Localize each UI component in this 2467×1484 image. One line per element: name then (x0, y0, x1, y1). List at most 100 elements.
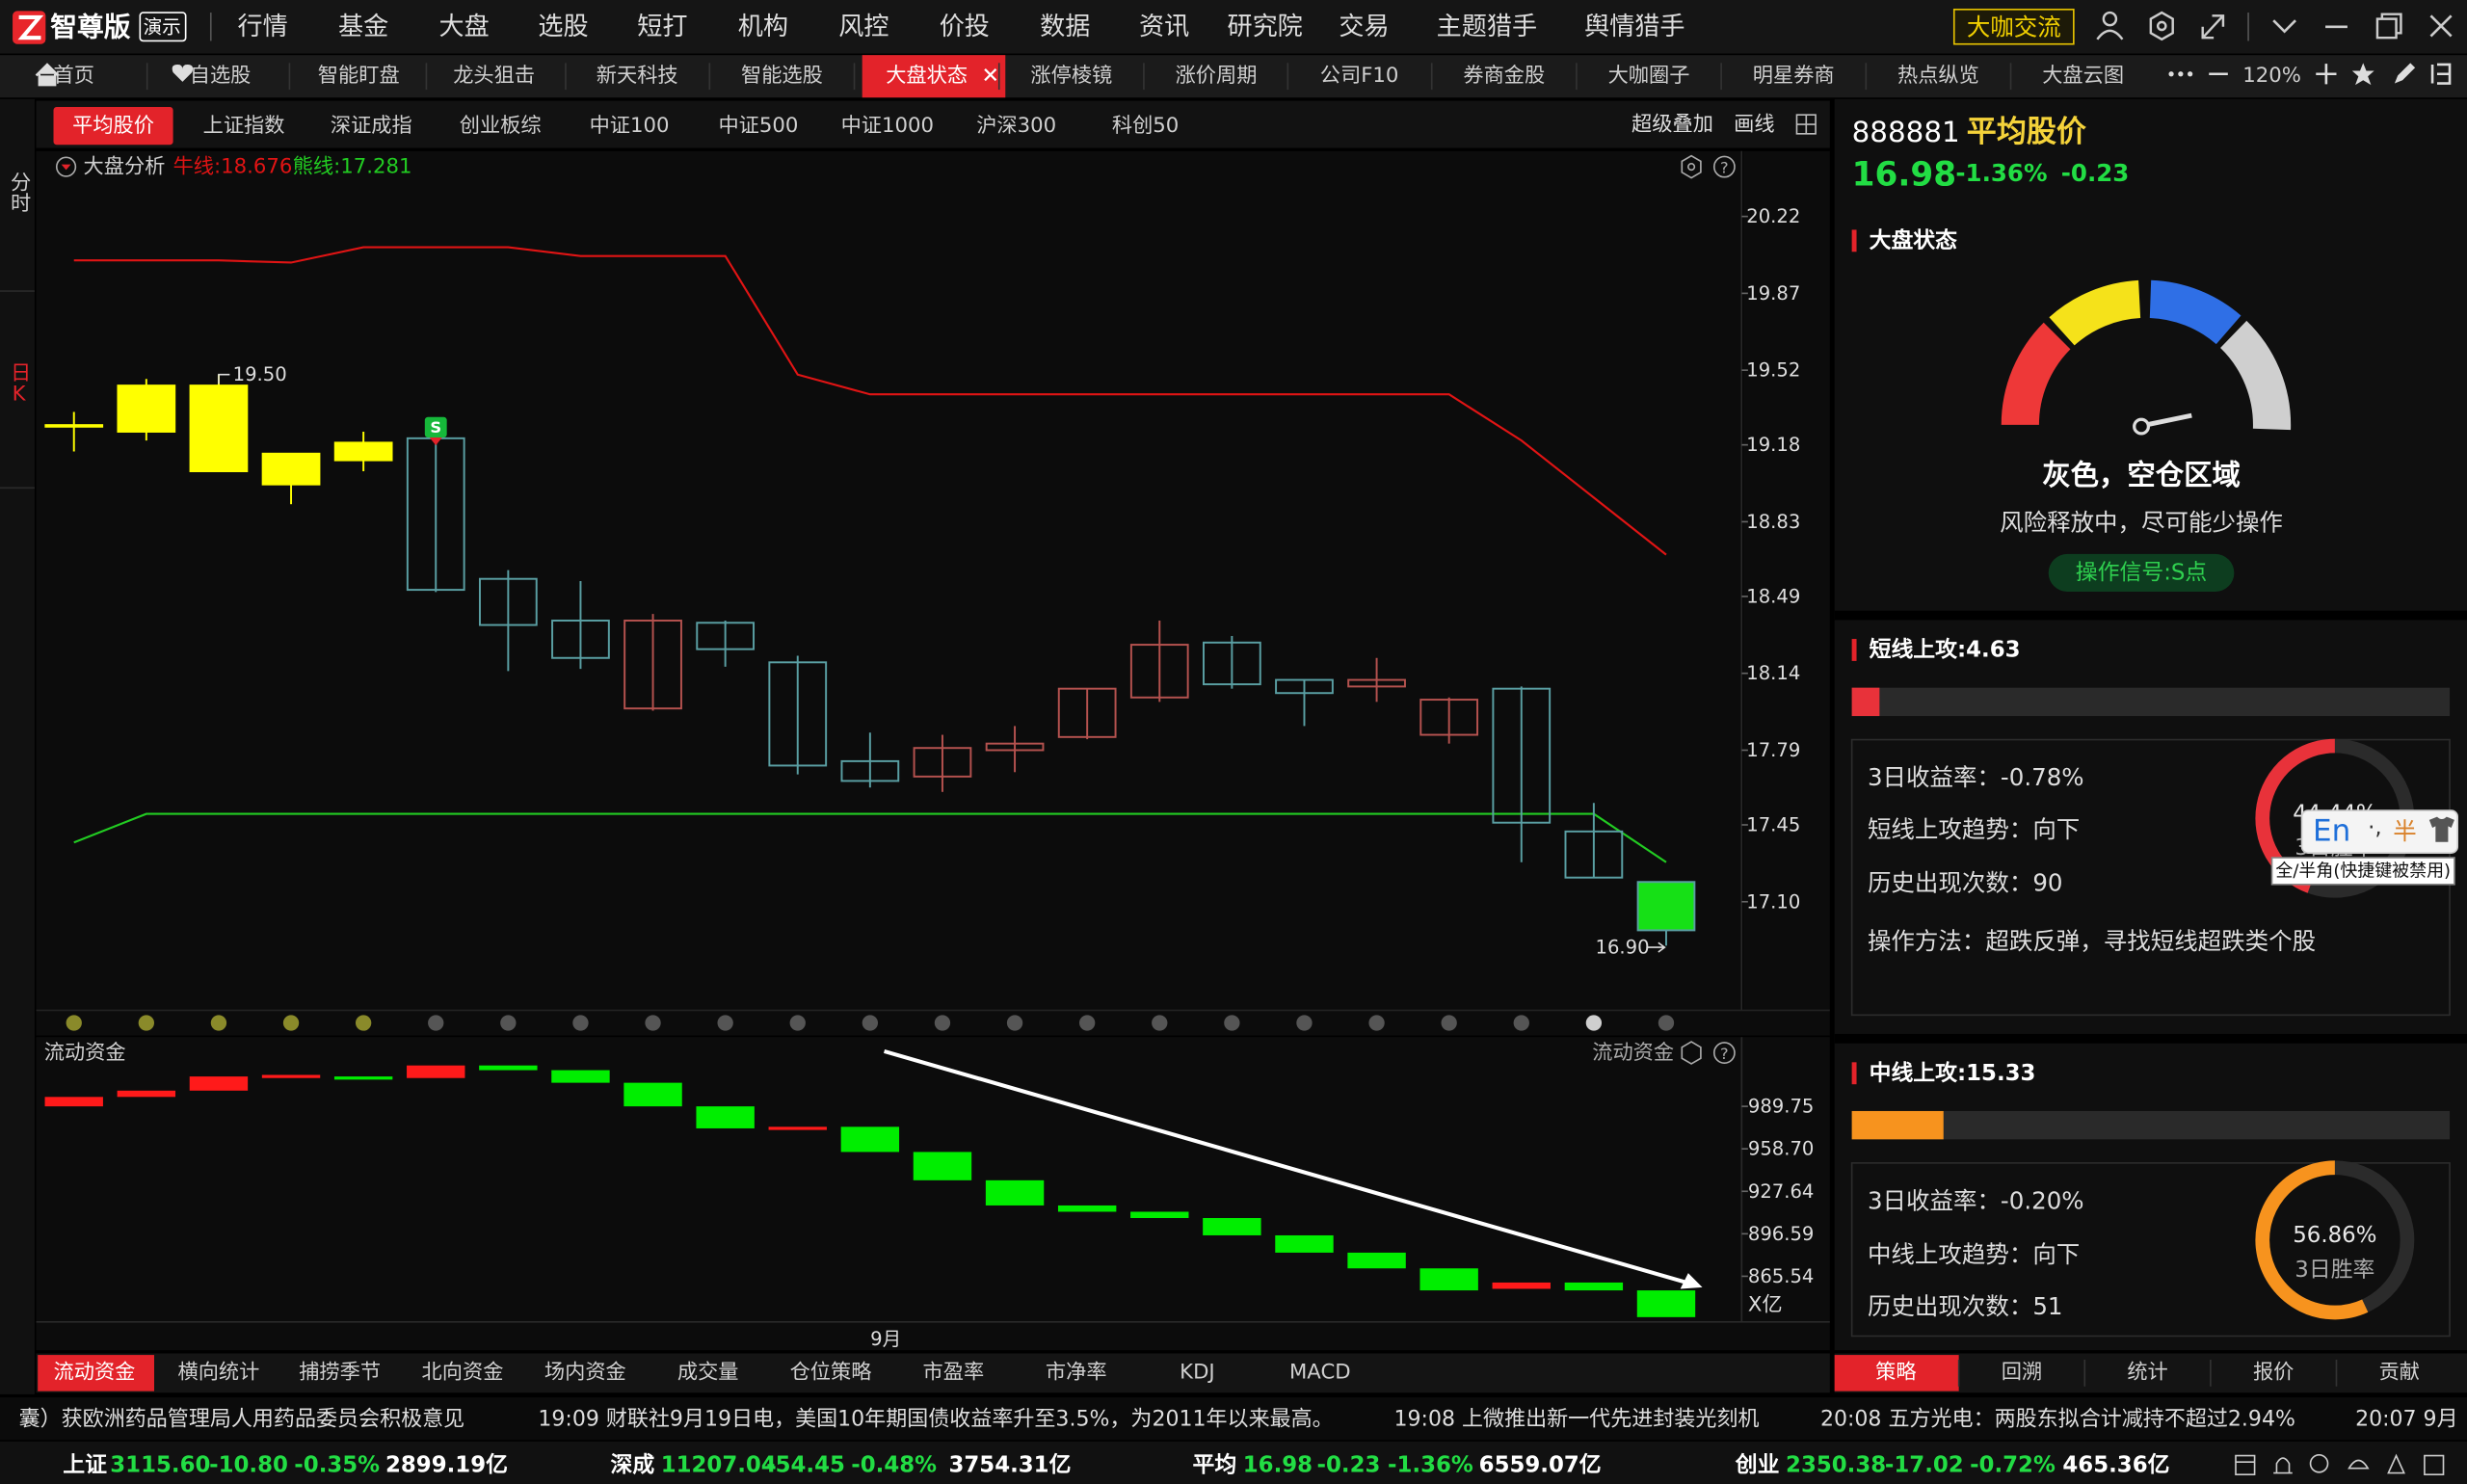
tab[interactable]: 捕捞季节 (299, 1361, 381, 1385)
index-tab[interactable]: 沪深300 (976, 114, 1056, 138)
tab[interactable]: 市净率 (1046, 1361, 1107, 1385)
tab[interactable]: 仓位策略 (790, 1361, 872, 1385)
signal-row (36, 1010, 1830, 1036)
menu-item[interactable]: 数据 (1040, 13, 1090, 41)
menu-item[interactable]: 风控 (838, 13, 889, 41)
candle-body (1564, 830, 1624, 879)
tab[interactable]: 涨价周期 (1176, 64, 1258, 88)
more-icon (2168, 71, 2174, 77)
menu-item[interactable]: 短打 (637, 13, 687, 41)
tab[interactable]: 统计 (2127, 1361, 2167, 1385)
info-line: 3日收益率：-0.20% (1868, 1187, 2084, 1215)
menu-item[interactable]: 资讯 (1139, 13, 1189, 41)
menu-item[interactable]: 基金 (338, 13, 388, 41)
signal-dot (1368, 1015, 1385, 1031)
index-tab[interactable]: 中证500 (718, 114, 798, 138)
candle-body (117, 384, 176, 433)
news-bar (0, 1397, 2467, 1441)
active-tab[interactable] (1834, 1355, 1959, 1391)
gauge-segment (2049, 279, 2141, 346)
tab[interactable]: 智能选股 (741, 64, 823, 88)
tab[interactable]: KDJ (1180, 1361, 1215, 1385)
tab[interactable]: 龙头狙击 (453, 64, 535, 88)
tab[interactable]: 新天科技 (597, 64, 678, 88)
menu-item[interactable]: 研究院 (1227, 13, 1302, 41)
index-tab[interactable]: 深证成指 (331, 114, 412, 138)
y-tick-label: 19.87 (1746, 282, 1800, 305)
index-tab[interactable]: 上证指数 (203, 114, 285, 138)
news-item[interactable]: 19:08 上微推出新一代先进封装光刻机 (1394, 1408, 1760, 1432)
button-box[interactable] (1952, 8, 2075, 45)
tab[interactable]: 策略 (1875, 1361, 1916, 1385)
tab[interactable]: 大盘云图 (2042, 64, 2124, 88)
tab[interactable]: MACD (1289, 1361, 1351, 1385)
status-item: 上证 (63, 1452, 107, 1477)
active-index-tab[interactable] (53, 107, 173, 146)
news-item[interactable]: 19:09 财联社9月19日电，美国10年期国债收益率升至3.5%，为2011年… (538, 1408, 1333, 1432)
tab[interactable]: 热点纵览 (1897, 64, 1979, 88)
tab[interactable]: 北向资金 (422, 1361, 504, 1385)
annotation: 19.50 (233, 363, 287, 385)
sidebar-item[interactable]: 分时 (7, 172, 31, 213)
tab[interactable]: 自选股 (190, 64, 252, 88)
star-icon (2351, 63, 2374, 86)
status-item: -0.72% (1970, 1452, 2056, 1477)
index-tab[interactable]: 中证100 (590, 114, 670, 138)
tab[interactable]: 智能盯盘 (318, 64, 400, 88)
tab[interactable]: 报价 (2253, 1361, 2294, 1385)
tool[interactable]: 超级叠加 (1631, 113, 1713, 137)
tab[interactable]: 大咖圈子 (1608, 64, 1690, 88)
tab[interactable]: 首页 (54, 64, 94, 88)
bottom-tab-bar (36, 1353, 1830, 1393)
y-tick-label: 17.10 (1746, 890, 1800, 913)
index-tab[interactable]: 科创50 (1112, 114, 1179, 138)
tab[interactable]: 贡献 (2379, 1361, 2420, 1385)
tab[interactable]: 公司F10 (1320, 64, 1399, 88)
help-icon: ? (1720, 158, 1729, 176)
section-marker (1851, 639, 1857, 661)
menu-item[interactable]: 行情 (238, 13, 288, 41)
tab[interactable]: 场内资金 (544, 1361, 626, 1385)
flow-bar (1419, 1268, 1478, 1291)
menu-item[interactable]: 选股 (538, 13, 588, 41)
news-item[interactable]: 20:07 9月 (2355, 1408, 2458, 1432)
quote-code: 888881 (1852, 116, 1960, 148)
index-tab[interactable]: 中证1000 (841, 114, 934, 138)
flow-bar (1275, 1234, 1334, 1253)
section-title: 中线上攻:15.33 (1870, 1060, 2036, 1086)
sidebar-item[interactable]: 日K (7, 361, 31, 406)
tab[interactable]: 市盈率 (923, 1361, 985, 1385)
tab[interactable]: 成交量 (677, 1361, 739, 1385)
active-tab[interactable] (862, 55, 1006, 98)
flow-bar (117, 1090, 176, 1098)
candle-body (261, 452, 321, 486)
news-item[interactable]: 囊）获欧洲药品管理局人用药品委员会积极意见 (19, 1408, 465, 1432)
annotation-pointer (218, 373, 230, 384)
menu-item[interactable]: 交易 (1339, 13, 1389, 41)
menu-item[interactable]: 舆情猎手 (1584, 13, 1684, 41)
flow-bar (407, 1065, 465, 1078)
active-tab[interactable] (38, 1355, 155, 1391)
tab[interactable]: 流动资金 (54, 1361, 136, 1385)
button-label[interactable]: 大咖交流 (1967, 13, 2061, 40)
tab[interactable]: 券商金股 (1463, 64, 1545, 88)
tab[interactable]: 明星券商 (1753, 64, 1835, 88)
tab[interactable]: 回溯 (2002, 1361, 2042, 1385)
menu-item[interactable]: 主题猎手 (1437, 13, 1537, 41)
index-tab[interactable]: 平均股价 (72, 114, 154, 138)
tab[interactable]: 横向统计 (177, 1361, 259, 1385)
candle-body (1492, 687, 1552, 824)
menu-item[interactable]: 机构 (738, 13, 788, 41)
signal-dot (572, 1015, 589, 1031)
news-item[interactable]: 20:08 五方光电：两股东拟合计减持不超过2.94% (1820, 1408, 2295, 1432)
index-tab[interactable]: 创业板综 (460, 114, 542, 138)
ring-caption: 3日胜率 (2295, 1258, 2374, 1283)
y-tick-label: 18.49 (1746, 585, 1800, 607)
tab[interactable]: 涨停棱镜 (1030, 64, 1112, 88)
tab[interactable]: 大盘状态 (886, 64, 968, 88)
indicator-line (73, 812, 1667, 863)
tool[interactable]: 画线 (1734, 113, 1774, 137)
signal-dot (210, 1015, 227, 1031)
menu-item[interactable]: 大盘 (439, 13, 490, 41)
menu-item[interactable]: 价投 (940, 13, 990, 41)
